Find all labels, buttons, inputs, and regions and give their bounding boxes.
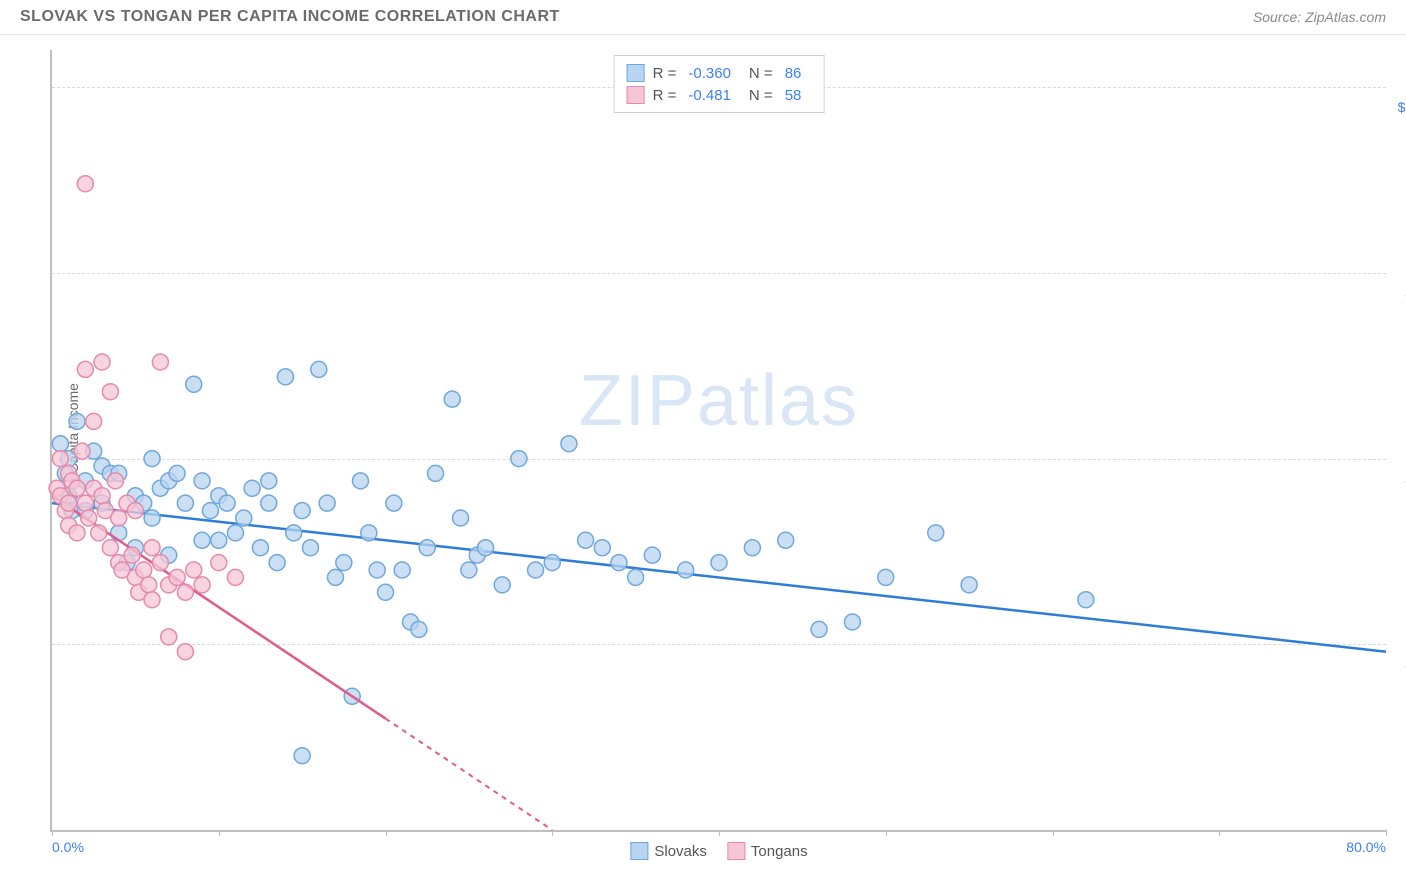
x-tick <box>1053 830 1054 836</box>
x-tick <box>52 830 53 836</box>
chart-source: Source: ZipAtlas.com <box>1253 9 1386 25</box>
x-tick <box>552 830 553 836</box>
swatch-slovaks-bottom <box>630 842 648 860</box>
y-tick-label: $50,000 <box>1391 471 1406 487</box>
chart-header: SLOVAK VS TONGAN PER CAPITA INCOME CORRE… <box>0 0 1406 35</box>
x-tick <box>719 830 720 836</box>
y-tick-label: $75,000 <box>1391 285 1406 301</box>
r-value-tongans: -0.481 <box>688 87 731 104</box>
x-tick <box>386 830 387 836</box>
legend-row-tongans: R = -0.481 N = 58 <box>627 84 812 106</box>
plot-region: ZIPatlas R = -0.360 N = 86 R = -0.481 N … <box>50 50 1386 832</box>
x-axis-max-label: 80.0% <box>1346 839 1386 855</box>
x-tick <box>1219 830 1220 836</box>
legend-item-slovaks: Slovaks <box>630 842 707 860</box>
x-tick <box>1386 830 1387 836</box>
legend-row-slovaks: R = -0.360 N = 86 <box>627 62 812 84</box>
x-axis-min-label: 0.0% <box>52 839 84 855</box>
chart-area: Per Capita Income ZIPatlas R = -0.360 N … <box>50 50 1386 832</box>
chart-title: SLOVAK VS TONGAN PER CAPITA INCOME CORRE… <box>20 8 560 26</box>
r-value-slovaks: -0.360 <box>688 65 731 82</box>
y-tick-label: $25,000 <box>1391 656 1406 672</box>
swatch-tongans-bottom <box>727 842 745 860</box>
scatter-svg <box>52 50 1386 830</box>
stats-legend: R = -0.360 N = 86 R = -0.481 N = 58 <box>614 55 825 113</box>
n-value-slovaks: 86 <box>785 65 802 82</box>
x-tick <box>219 830 220 836</box>
legend-item-tongans: Tongans <box>727 842 808 860</box>
x-tick <box>886 830 887 836</box>
n-value-tongans: 58 <box>785 87 802 104</box>
swatch-tongans <box>627 86 645 104</box>
swatch-slovaks <box>627 64 645 82</box>
y-tick-label: $100,000 <box>1391 99 1406 115</box>
series-legend: Slovaks Tongans <box>630 842 807 860</box>
